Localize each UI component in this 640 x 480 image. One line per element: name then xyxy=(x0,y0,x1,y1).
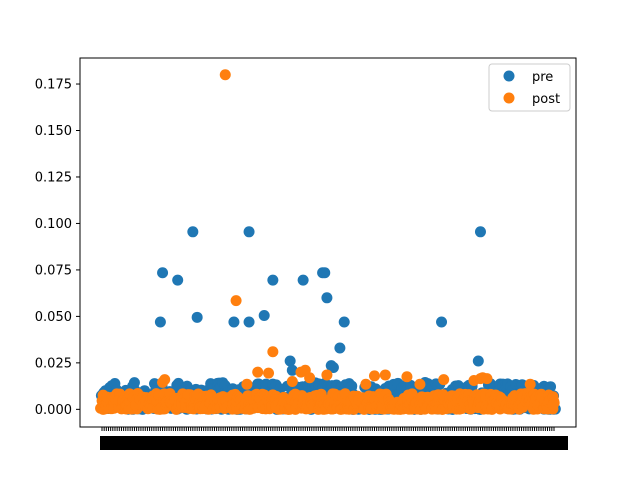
post-point xyxy=(524,378,536,390)
post-point xyxy=(304,372,316,384)
pre-point xyxy=(191,311,203,323)
x-ticks xyxy=(100,427,568,450)
pre-point xyxy=(187,226,199,238)
y-tick-label: 0.075 xyxy=(35,263,72,278)
pre-point xyxy=(297,274,309,286)
y-tick-label: 0.050 xyxy=(35,310,72,325)
post-point xyxy=(241,378,253,390)
pre-point xyxy=(228,316,240,328)
pre-point xyxy=(172,274,184,286)
post-point xyxy=(263,367,275,379)
pre-point xyxy=(154,316,166,328)
series-post xyxy=(95,69,560,415)
pre-point xyxy=(321,292,333,304)
post-point xyxy=(368,370,380,382)
pre-point xyxy=(128,377,140,389)
y-tick-label: 0.000 xyxy=(35,403,72,418)
pre-point xyxy=(267,274,279,286)
post-point xyxy=(230,295,242,307)
legend-marker-post xyxy=(503,92,515,104)
pre-point xyxy=(319,267,331,279)
pre-point xyxy=(545,381,557,393)
post-point xyxy=(481,373,493,385)
legend-label-post: post xyxy=(532,92,560,107)
post-point xyxy=(401,371,413,383)
y-tick-label: 0.100 xyxy=(35,217,72,232)
pre-point xyxy=(284,355,296,367)
y-tick-label: 0.175 xyxy=(35,78,72,93)
post-point xyxy=(379,369,391,381)
legend-marker-pre xyxy=(503,70,515,82)
post-point xyxy=(286,375,298,387)
y-tick-label: 0.125 xyxy=(35,170,72,185)
pre-point xyxy=(157,267,169,279)
post-point xyxy=(438,374,450,386)
pre-point xyxy=(472,355,484,367)
post-point xyxy=(414,378,426,390)
y-tick-label: 0.025 xyxy=(35,356,72,371)
plot-frame xyxy=(79,57,577,428)
pre-point xyxy=(258,309,270,321)
pre-point xyxy=(474,226,486,238)
legend: pre post xyxy=(488,63,571,112)
pre-point xyxy=(334,342,346,354)
pre-point xyxy=(327,362,339,374)
post-point xyxy=(360,378,372,390)
pre-point xyxy=(436,316,448,328)
y-ticks: 0.000 0.025 0.050 0.075 0.100 0.125 0.150 0.175 xyxy=(35,78,80,418)
legend-label-pre: pre xyxy=(532,70,553,85)
post-point xyxy=(267,346,279,358)
post-point xyxy=(219,69,231,81)
post-point xyxy=(321,369,333,381)
pre-point xyxy=(243,226,255,238)
post-point xyxy=(252,366,264,378)
x-tick-labels-overlap xyxy=(100,436,568,450)
pre-point xyxy=(338,316,350,328)
pre-point xyxy=(243,316,255,328)
post-point xyxy=(547,399,559,411)
pre-point xyxy=(405,379,417,391)
y-tick-label: 0.150 xyxy=(35,124,72,139)
post-point xyxy=(159,374,171,386)
pre-point xyxy=(286,364,298,376)
